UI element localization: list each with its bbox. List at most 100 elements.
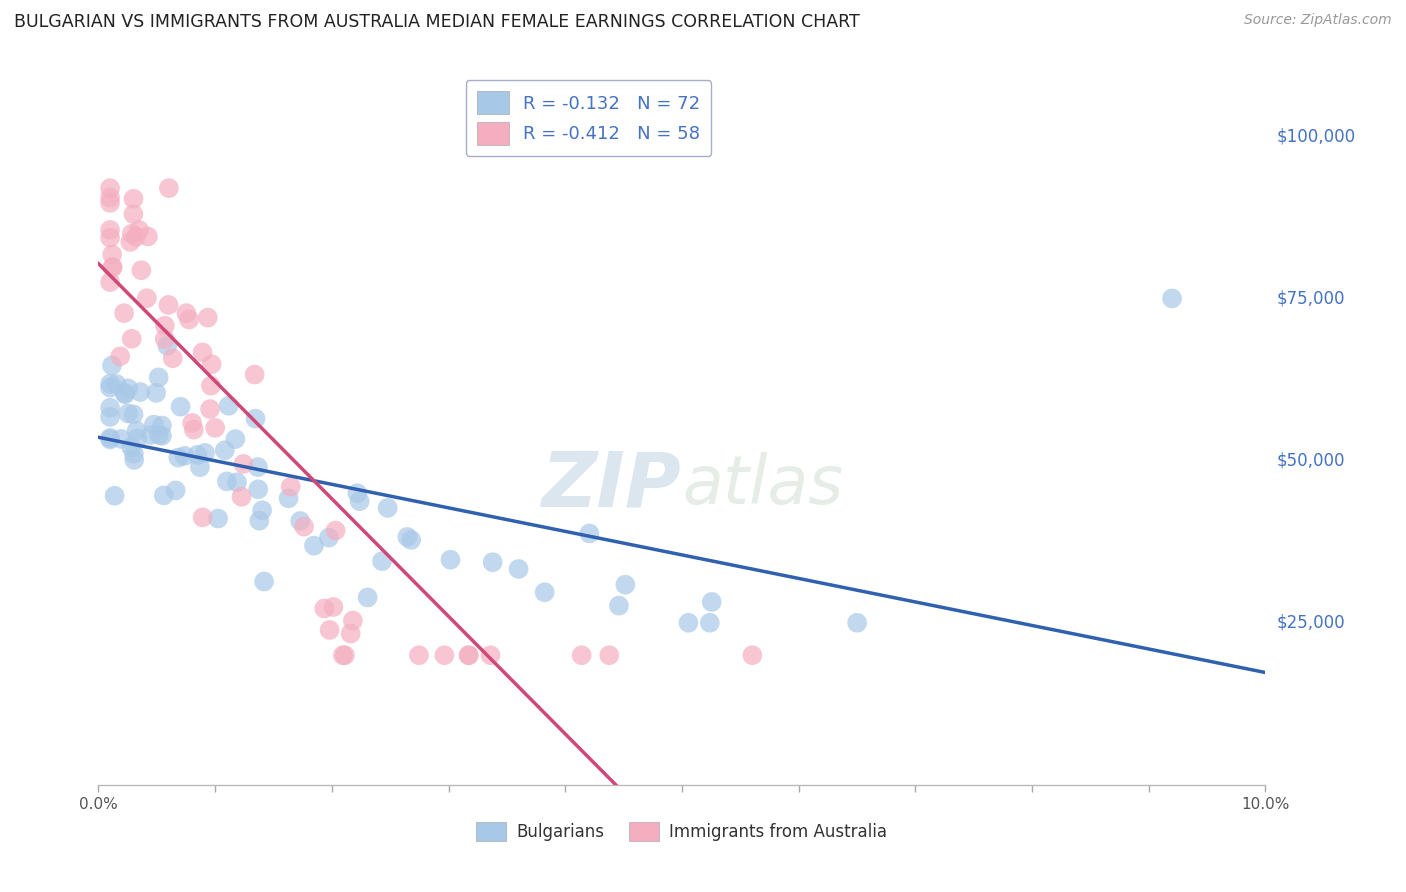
- Point: [457, 648, 479, 663]
- Point: [101, 359, 124, 373]
- Point: [571, 648, 593, 663]
- Point: [371, 554, 394, 568]
- Point: [433, 648, 456, 663]
- Point: [598, 648, 620, 663]
- Point: [98, 381, 121, 395]
- Point: [156, 339, 179, 353]
- Point: [131, 263, 153, 277]
- Text: Source: ZipAtlas.com: Source: ZipAtlas.com: [1244, 13, 1392, 28]
- Point: [290, 514, 312, 528]
- Point: [197, 310, 219, 325]
- Text: $75,000: $75,000: [1277, 289, 1346, 308]
- Point: [139, 428, 162, 442]
- Point: [204, 421, 226, 435]
- Point: [186, 448, 208, 462]
- Point: [342, 614, 364, 628]
- Point: [101, 247, 124, 261]
- Point: [332, 648, 354, 663]
- Point: [339, 626, 361, 640]
- Point: [125, 424, 148, 438]
- Point: [194, 446, 217, 460]
- Point: [246, 460, 269, 475]
- Text: ZIP: ZIP: [543, 449, 682, 522]
- Point: [314, 601, 336, 615]
- Point: [157, 181, 180, 195]
- Point: [98, 409, 121, 424]
- Point: [98, 401, 121, 415]
- Point: [112, 306, 135, 320]
- Point: [122, 408, 145, 422]
- Point: [98, 431, 121, 445]
- Point: [396, 530, 419, 544]
- Point: [105, 377, 128, 392]
- Point: [302, 539, 325, 553]
- Point: [153, 332, 176, 346]
- Point: [247, 514, 270, 528]
- Point: [122, 447, 145, 461]
- Text: $50,000: $50,000: [1277, 451, 1346, 469]
- Point: [173, 449, 195, 463]
- Point: [104, 489, 127, 503]
- Point: [479, 648, 502, 663]
- Point: [245, 411, 267, 425]
- Point: [183, 423, 205, 437]
- Point: [614, 577, 637, 591]
- Point: [165, 483, 187, 498]
- Point: [162, 351, 184, 366]
- Point: [169, 400, 191, 414]
- Point: [128, 223, 150, 237]
- Point: [98, 181, 121, 195]
- Point: [127, 432, 149, 446]
- Point: [508, 562, 530, 576]
- Point: [318, 623, 340, 637]
- Point: [191, 345, 214, 359]
- Point: [457, 648, 479, 663]
- Point: [247, 483, 270, 497]
- Point: [98, 275, 121, 289]
- Point: [349, 494, 371, 508]
- Point: [322, 599, 344, 614]
- Point: [110, 432, 132, 446]
- Point: [136, 229, 159, 244]
- Point: [122, 192, 145, 206]
- Point: [846, 615, 869, 630]
- Point: [98, 433, 121, 447]
- Point: [153, 318, 176, 333]
- Point: [280, 480, 302, 494]
- Point: [333, 648, 356, 663]
- Point: [125, 230, 148, 244]
- Point: [533, 585, 555, 599]
- Point: [120, 440, 142, 454]
- Point: [117, 406, 139, 420]
- Point: [181, 416, 204, 430]
- Point: [148, 370, 170, 384]
- Point: [188, 460, 211, 475]
- Text: BULGARIAN VS IMMIGRANTS FROM AUSTRALIA MEDIAN FEMALE EARNINGS CORRELATION CHART: BULGARIAN VS IMMIGRANTS FROM AUSTRALIA M…: [14, 13, 860, 31]
- Point: [121, 227, 143, 241]
- Point: [145, 385, 167, 400]
- Point: [356, 591, 378, 605]
- Point: [214, 443, 236, 458]
- Point: [114, 387, 136, 401]
- Point: [741, 648, 763, 663]
- Legend: R = -0.132   N = 72, R = -0.412   N = 58: R = -0.132 N = 72, R = -0.412 N = 58: [465, 80, 711, 156]
- Point: [325, 524, 347, 538]
- Point: [678, 615, 700, 630]
- Point: [117, 381, 139, 395]
- Point: [98, 223, 121, 237]
- Point: [481, 555, 503, 569]
- Point: [153, 488, 176, 502]
- Point: [215, 475, 238, 489]
- Point: [346, 486, 368, 500]
- Point: [98, 230, 121, 244]
- Point: [226, 475, 249, 490]
- Point: [232, 457, 254, 471]
- Point: [191, 510, 214, 524]
- Point: [167, 450, 190, 465]
- Point: [177, 312, 200, 326]
- Point: [224, 432, 246, 446]
- Point: [408, 648, 430, 663]
- Point: [121, 332, 143, 346]
- Point: [98, 195, 121, 210]
- Point: [198, 402, 221, 417]
